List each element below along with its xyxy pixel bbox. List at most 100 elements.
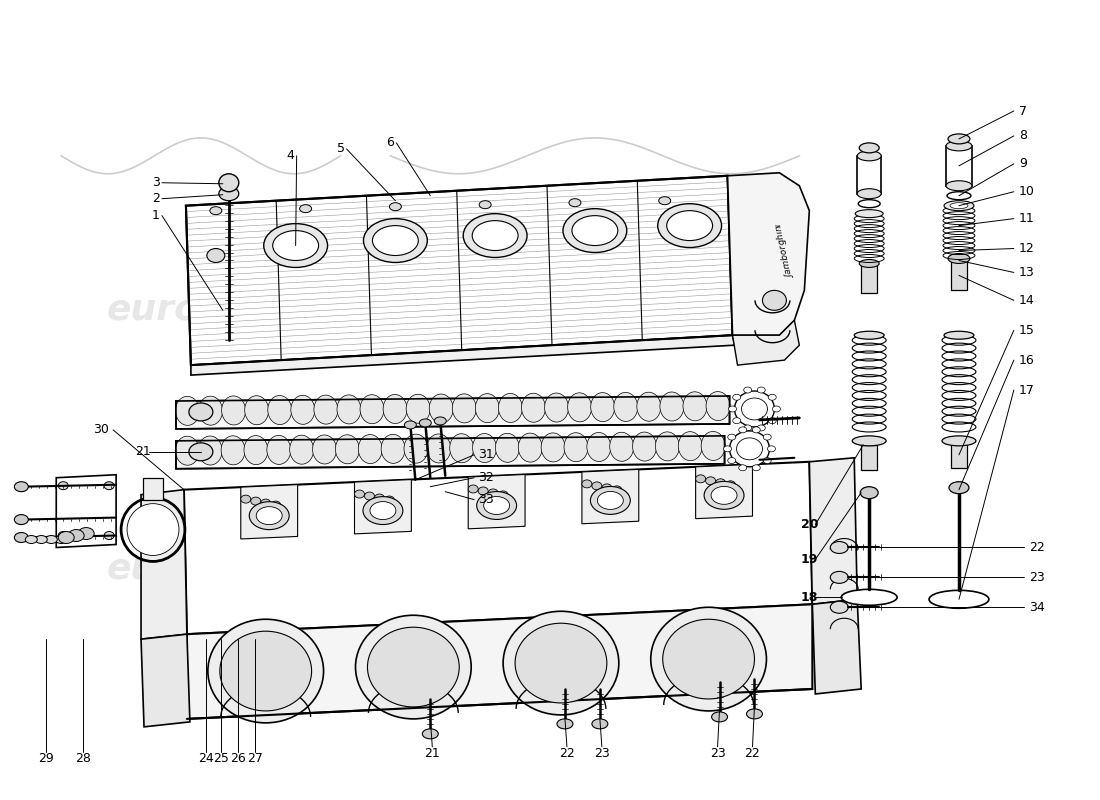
Ellipse shape xyxy=(859,143,879,153)
Polygon shape xyxy=(861,445,877,470)
Ellipse shape xyxy=(25,535,37,543)
Ellipse shape xyxy=(273,230,319,261)
Ellipse shape xyxy=(632,432,657,461)
Ellipse shape xyxy=(949,482,969,494)
Ellipse shape xyxy=(484,497,509,514)
Ellipse shape xyxy=(772,406,780,412)
Text: 27: 27 xyxy=(246,752,263,766)
Ellipse shape xyxy=(404,434,428,463)
Text: 19: 19 xyxy=(801,553,818,566)
Ellipse shape xyxy=(405,421,416,429)
Ellipse shape xyxy=(389,202,402,210)
Ellipse shape xyxy=(463,214,527,258)
Text: 20: 20 xyxy=(801,518,818,531)
Ellipse shape xyxy=(241,495,251,503)
Polygon shape xyxy=(184,462,812,634)
Ellipse shape xyxy=(726,481,736,489)
Ellipse shape xyxy=(744,425,751,431)
Ellipse shape xyxy=(363,218,427,262)
Polygon shape xyxy=(187,604,812,719)
Polygon shape xyxy=(812,599,861,694)
Ellipse shape xyxy=(735,391,774,427)
Ellipse shape xyxy=(219,186,239,201)
Ellipse shape xyxy=(747,709,762,719)
Ellipse shape xyxy=(207,249,224,262)
Ellipse shape xyxy=(592,719,608,729)
Ellipse shape xyxy=(701,431,725,461)
Ellipse shape xyxy=(763,434,771,440)
Ellipse shape xyxy=(592,482,602,490)
Ellipse shape xyxy=(364,492,374,500)
Ellipse shape xyxy=(602,484,612,492)
Text: 21: 21 xyxy=(135,446,151,458)
Text: eurospares: eurospares xyxy=(107,294,336,327)
Ellipse shape xyxy=(944,331,974,339)
Ellipse shape xyxy=(473,434,496,462)
Ellipse shape xyxy=(312,435,337,464)
Text: 8: 8 xyxy=(1019,130,1026,142)
Ellipse shape xyxy=(733,394,740,400)
Ellipse shape xyxy=(752,465,760,470)
Ellipse shape xyxy=(475,394,499,422)
Ellipse shape xyxy=(427,434,451,463)
Ellipse shape xyxy=(591,486,630,514)
Text: 30: 30 xyxy=(94,423,109,436)
Ellipse shape xyxy=(544,393,569,422)
Text: 23: 23 xyxy=(594,747,609,760)
Ellipse shape xyxy=(208,619,323,723)
Text: 2: 2 xyxy=(152,192,160,206)
Ellipse shape xyxy=(434,417,447,425)
FancyBboxPatch shape xyxy=(861,266,877,294)
Text: 16: 16 xyxy=(1019,354,1035,366)
Ellipse shape xyxy=(706,391,730,421)
Text: eurospares: eurospares xyxy=(416,553,645,586)
Ellipse shape xyxy=(659,197,671,205)
Text: 3: 3 xyxy=(152,176,160,190)
Ellipse shape xyxy=(705,477,716,485)
Ellipse shape xyxy=(384,496,395,504)
Ellipse shape xyxy=(128,504,179,555)
Ellipse shape xyxy=(948,254,970,263)
Ellipse shape xyxy=(370,502,396,519)
Text: 13: 13 xyxy=(1019,266,1035,279)
Ellipse shape xyxy=(518,433,542,462)
Ellipse shape xyxy=(728,434,736,440)
Ellipse shape xyxy=(406,394,430,423)
Ellipse shape xyxy=(220,631,311,711)
Ellipse shape xyxy=(251,497,261,505)
Ellipse shape xyxy=(842,590,898,606)
Ellipse shape xyxy=(250,502,289,530)
Ellipse shape xyxy=(857,189,881,198)
Ellipse shape xyxy=(256,506,283,525)
Ellipse shape xyxy=(757,425,766,431)
Ellipse shape xyxy=(521,394,546,422)
Polygon shape xyxy=(695,464,752,518)
Ellipse shape xyxy=(299,205,311,213)
Ellipse shape xyxy=(728,406,737,412)
Ellipse shape xyxy=(68,530,85,542)
Text: 6: 6 xyxy=(386,136,394,150)
Ellipse shape xyxy=(582,480,592,488)
Ellipse shape xyxy=(737,438,762,460)
Text: 28: 28 xyxy=(75,752,91,766)
Ellipse shape xyxy=(221,436,245,465)
Polygon shape xyxy=(469,474,525,529)
Text: 33: 33 xyxy=(478,493,494,506)
Text: 26: 26 xyxy=(230,752,245,766)
Polygon shape xyxy=(810,458,857,604)
Ellipse shape xyxy=(373,226,418,255)
Ellipse shape xyxy=(429,394,453,423)
Text: 25: 25 xyxy=(213,752,229,766)
Text: 22: 22 xyxy=(745,747,760,760)
Polygon shape xyxy=(354,479,411,534)
Ellipse shape xyxy=(452,394,476,423)
Ellipse shape xyxy=(450,434,474,462)
Polygon shape xyxy=(143,478,163,500)
Polygon shape xyxy=(241,485,298,539)
Ellipse shape xyxy=(175,436,199,466)
Ellipse shape xyxy=(354,490,364,498)
Ellipse shape xyxy=(763,458,771,463)
Ellipse shape xyxy=(210,206,222,214)
Text: 32: 32 xyxy=(478,471,494,484)
Ellipse shape xyxy=(271,501,281,509)
